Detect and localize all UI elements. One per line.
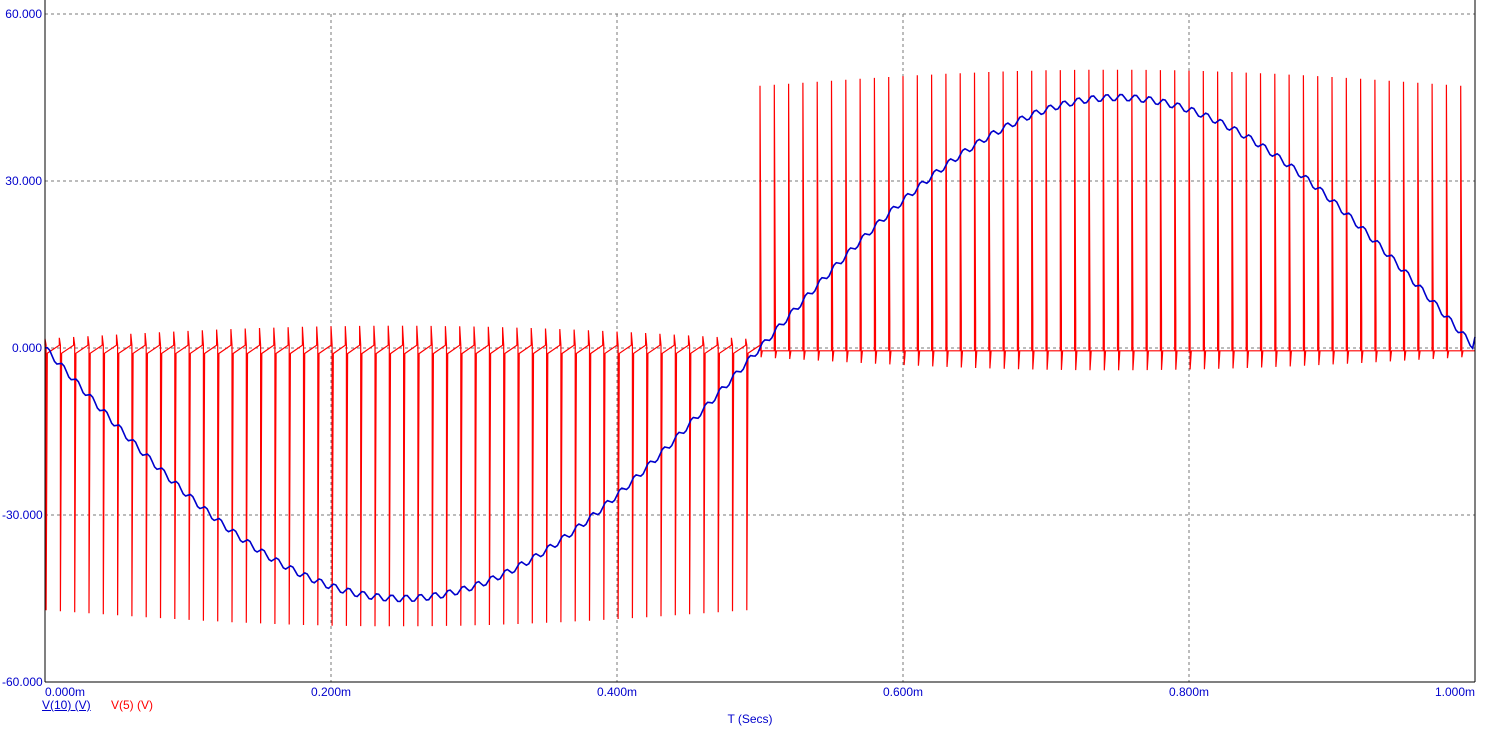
legend-v5[interactable]: V(5) (V) xyxy=(111,698,153,712)
x-tick-label: 0.200m xyxy=(310,685,352,699)
v10-series-layer xyxy=(44,93,1476,603)
x-tick-label: 0.400m xyxy=(596,685,638,699)
x-tick-label: 0.800m xyxy=(1168,685,1210,699)
y-tick-label: 30.000 xyxy=(5,174,42,188)
y-tick-label: 0.000 xyxy=(11,341,42,355)
x-tick-label: 0.000m xyxy=(44,685,86,699)
x-axis-label: T (Secs) xyxy=(727,712,773,726)
y-tick-label: 60.000 xyxy=(5,7,42,21)
v10-series-line xyxy=(44,93,1476,603)
y-tick-label: -60.000 xyxy=(2,675,43,689)
x-tick-label: 1.000m xyxy=(1434,685,1476,699)
axes xyxy=(44,0,1476,683)
x-tick-label: 0.600m xyxy=(882,685,924,699)
y-tick-label: -30.000 xyxy=(2,508,43,522)
legend-v10[interactable]: V(10) (V) xyxy=(42,698,91,712)
